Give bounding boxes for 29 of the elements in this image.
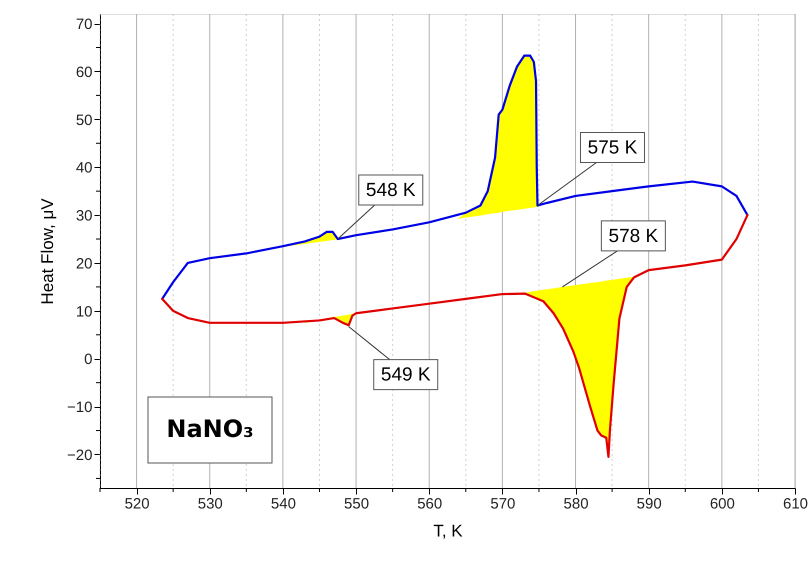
annotation: 578 K [608, 226, 659, 247]
annotation: 549 K [380, 364, 431, 386]
x-tick-label: 520 [124, 496, 150, 512]
y-tick-label: 20 [76, 255, 92, 272]
x-tick-label: 590 [636, 496, 662, 512]
y-tick-label: −20 [67, 446, 92, 464]
x-tick-label: 550 [344, 496, 370, 512]
x-tick-label: 610 [782, 496, 808, 512]
y-tick-label: 30 [76, 208, 92, 225]
y-tick-label: −10 [67, 399, 92, 416]
x-tick-label: 570 [490, 496, 516, 512]
line-series [161, 54, 749, 300]
y-axis-title: Heat Flow, μV [38, 198, 58, 305]
annotation: 548 K [366, 180, 416, 202]
line-series [161, 214, 749, 458]
x-tick-label: 560 [417, 496, 442, 512]
x-tick-label: 530 [198, 496, 223, 512]
y-tick-label: 0 [84, 351, 92, 368]
x-axis-title: T, K [433, 522, 464, 540]
y-tick-label: 50 [76, 112, 92, 129]
y-tick-label: 40 [76, 160, 92, 177]
annotation: 575 K [588, 138, 638, 159]
y-tick-label: 10 [76, 303, 92, 320]
x-tick-label: 540 [270, 496, 296, 512]
y-tick-label: 60 [76, 64, 92, 81]
x-tick-label: 600 [710, 496, 735, 512]
x-tick-label: 580 [564, 496, 589, 512]
annotation: NaNO₃ [166, 415, 254, 443]
y-tick-label: 70 [76, 16, 92, 34]
